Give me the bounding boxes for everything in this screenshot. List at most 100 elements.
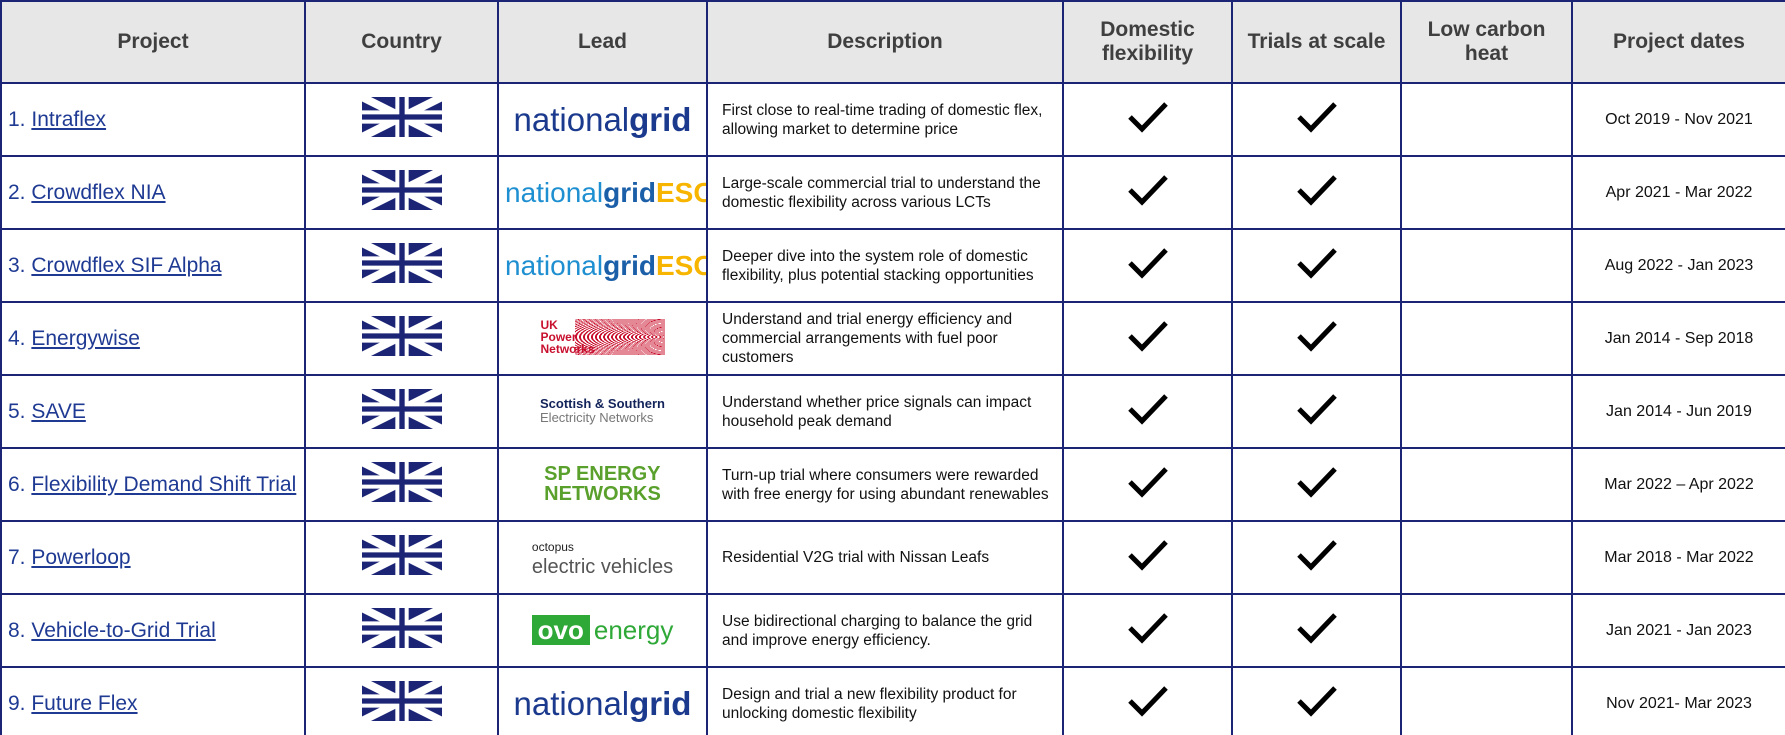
uk-flag (359, 166, 444, 214)
project-number: 9. (8, 691, 26, 715)
heat-cell (1400, 374, 1573, 449)
lead-logo: UK Power Networks (540, 318, 665, 355)
check (1296, 686, 1337, 717)
project-number: 3. (8, 253, 26, 277)
row: 5. SAVE Scottish & Southern Electricity Ne… (0, 374, 1785, 449)
lead-cell: nationalgrid (497, 82, 708, 157)
project-dates: Jan 2021 - Jan 2023 (1571, 593, 1785, 668)
lead-logo: ovo energy (531, 615, 673, 645)
check (1296, 321, 1337, 352)
logo-text: NETWORKS (544, 483, 661, 505)
uk-flag (359, 604, 444, 652)
country-cell (304, 374, 499, 449)
project-link[interactable]: Intraflex (31, 107, 107, 131)
heat-cell (1400, 82, 1573, 157)
lead-cell: Scottish & Southern Electricity Networks (497, 374, 708, 449)
row: 9. Future Flex nationalgrid Design and tri… (0, 666, 1785, 735)
uk-flag (359, 677, 444, 725)
project-link[interactable]: SAVE (31, 399, 86, 423)
uk-flag (359, 312, 444, 360)
domestic-cell (1062, 374, 1233, 449)
country-cell (304, 228, 499, 303)
project-link[interactable]: Future Flex (31, 691, 138, 715)
description: Understand and trial energy efficiency a… (706, 301, 1064, 376)
heat-cell (1400, 155, 1573, 230)
description: Understand whether price signals can imp… (706, 374, 1064, 449)
project-link[interactable]: Crowdflex SIF Alpha (31, 253, 222, 277)
logo-text: UK (540, 318, 558, 332)
project-link[interactable]: Crowdflex NIA (31, 180, 166, 204)
check (1127, 394, 1168, 425)
trials-cell (1231, 520, 1402, 595)
description: Large-scale commercial trial to understa… (706, 155, 1064, 230)
project-dates: Jan 2014 - Jun 2019 (1571, 374, 1785, 449)
heat-cell (1400, 666, 1573, 735)
logo-text: grid (629, 684, 692, 722)
logo-text: ESO (655, 249, 705, 281)
project-number: 2. (8, 180, 26, 204)
description: Deeper dive into the system role of dome… (706, 228, 1064, 303)
logo-text: national (513, 684, 630, 722)
trials-cell (1231, 228, 1402, 303)
project-link[interactable]: Vehicle-to-Grid Trial (31, 618, 216, 642)
check (1296, 175, 1337, 206)
heat-cell (1400, 228, 1573, 303)
project-dates: Mar 2022 – Apr 2022 (1571, 447, 1785, 522)
header-cell: Country (304, 0, 499, 84)
check (1296, 467, 1337, 498)
project-cell: 1. Intraflex (0, 82, 306, 157)
check (1127, 467, 1168, 498)
header-row: Project Country Lead Description Domestic fl… (0, 0, 1785, 84)
domestic-cell (1062, 447, 1233, 522)
project-link[interactable]: Energywise (31, 326, 140, 350)
uk-flag (359, 239, 444, 287)
check (1127, 613, 1168, 644)
domestic-cell (1062, 155, 1233, 230)
lead-cell: nationalgrid (497, 666, 708, 735)
trials-cell (1231, 301, 1402, 376)
domestic-cell (1062, 228, 1233, 303)
logo-text: Power (540, 330, 577, 344)
lead-cell: ovo energy (497, 593, 708, 668)
lead-logo: SP ENERGY NETWORKS (544, 464, 661, 504)
project-dates: Jan 2014 - Sep 2018 (1571, 301, 1785, 376)
header-cell: Project (0, 0, 306, 84)
domestic-cell (1062, 666, 1233, 735)
header-cell: Domestic flexibility (1062, 0, 1233, 84)
logo-text: SP ENERGY (544, 463, 661, 485)
check (1127, 102, 1168, 133)
country-cell (304, 82, 499, 157)
description: Design and trial a new flexibility produ… (706, 666, 1064, 735)
heat-cell (1400, 447, 1573, 522)
project-number: 4. (8, 326, 26, 350)
lead-cell: nationalgridESO (497, 228, 708, 303)
country-cell (304, 666, 499, 735)
header-cell: Description (706, 0, 1064, 84)
project-number: 6. (8, 472, 26, 496)
lead-cell: UK Power Networks (497, 301, 708, 376)
check (1127, 540, 1168, 571)
lead-cell: SP ENERGY NETWORKS (497, 447, 708, 522)
description: Use bidirectional charging to balance th… (706, 593, 1064, 668)
check (1296, 613, 1337, 644)
logo-text: grid (629, 100, 692, 138)
uk-flag (359, 458, 444, 506)
description: Residential V2G trial with Nissan Leafs (706, 520, 1064, 595)
trials-cell (1231, 374, 1402, 449)
table-body: 1. Intraflex nationalgrid First close to r… (0, 82, 1785, 735)
trials-cell (1231, 593, 1402, 668)
check (1296, 248, 1337, 279)
project-cell: 7. Powerloop (0, 520, 306, 595)
description: Turn-up trial where consumers were rewar… (706, 447, 1064, 522)
lead-logo: nationalgrid (514, 685, 692, 722)
heat-cell (1400, 593, 1573, 668)
row: 1. Intraflex nationalgrid First close to r… (0, 82, 1785, 157)
check (1296, 102, 1337, 133)
heat-cell (1400, 301, 1573, 376)
header-cell: Low carbon heat (1400, 0, 1573, 84)
uk-flag (359, 93, 444, 141)
project-link[interactable]: Flexibility Demand Shift Trial (31, 472, 297, 496)
project-link[interactable]: Powerloop (31, 545, 131, 569)
logo-text: grid (603, 249, 656, 281)
